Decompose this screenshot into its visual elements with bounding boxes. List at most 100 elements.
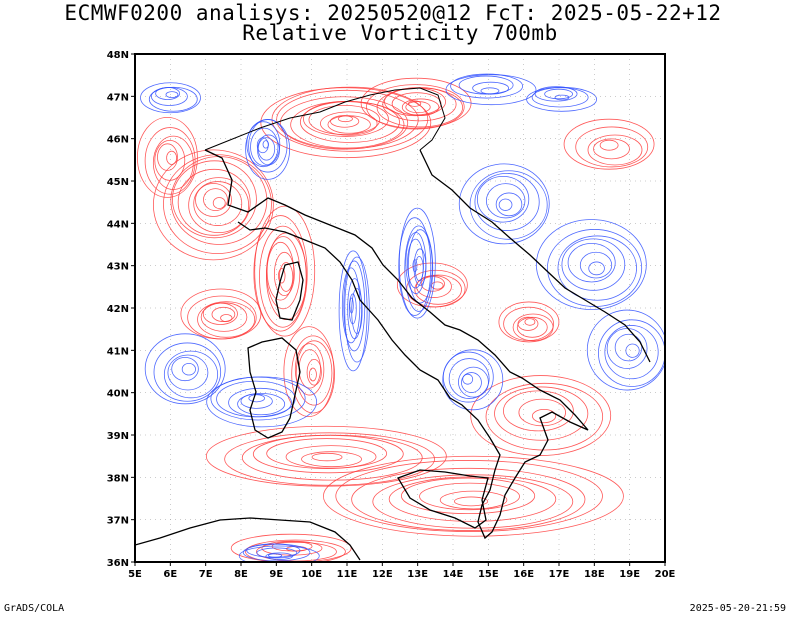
vorticity-contour — [295, 340, 333, 406]
vorticity-contour — [136, 117, 198, 198]
vorticity-contour — [407, 238, 424, 289]
alps-border — [204, 87, 446, 151]
vorticity-contour — [157, 143, 178, 171]
vorticity-contour — [524, 318, 536, 326]
vorticity-contour — [153, 342, 222, 402]
vorticity-contour — [526, 86, 598, 112]
vorticity-contour — [163, 154, 272, 255]
vorticity-contour — [458, 75, 514, 95]
vorticity-contour — [485, 183, 526, 219]
vorticity-contour — [254, 205, 316, 337]
vorticity-contour — [230, 533, 352, 562]
vorticity-contour — [516, 316, 548, 338]
vorticity-contour — [246, 121, 281, 168]
vorticity-contour — [248, 394, 265, 403]
vorticity-contour — [400, 477, 536, 515]
vorticity-contour — [445, 74, 537, 106]
vorticity-contour — [351, 467, 586, 531]
vorticity-contour — [448, 358, 490, 399]
north-africa-coastline — [135, 517, 361, 561]
vorticity-contour — [534, 86, 578, 102]
lat-tick-label: 48N — [107, 50, 129, 61]
sardinia-coastline — [247, 337, 301, 439]
vorticity-contour — [462, 373, 474, 385]
vorticity-contour — [308, 104, 381, 135]
vorticity-contour — [366, 84, 465, 130]
vorticity-contour — [495, 192, 523, 217]
vorticity-contour — [404, 225, 434, 312]
vorticity-contour — [181, 362, 196, 376]
vorticity-contour — [266, 241, 295, 301]
vorticity-contour — [276, 89, 419, 150]
vorticity-contour — [388, 476, 557, 522]
vorticity-contour — [575, 126, 649, 168]
lon-tick-label: 15E — [478, 569, 499, 580]
lat-tick-label: 37N — [107, 516, 129, 527]
lat-tick-label: 38N — [107, 473, 129, 484]
vorticity-contour — [599, 139, 619, 151]
corsica-coastline — [275, 261, 304, 321]
vorticity-contour — [195, 183, 232, 217]
lon-tick-label: 20E — [655, 569, 676, 580]
vorticity-contour — [593, 138, 630, 160]
vorticity-contour — [476, 175, 530, 223]
vorticity-contour — [563, 118, 655, 170]
vorticity-contour — [245, 118, 291, 180]
vorticity-contour — [502, 390, 574, 432]
vorticity-contour — [587, 134, 643, 166]
vorticity-contour — [498, 198, 513, 211]
vorticity-contour — [469, 170, 548, 240]
vorticity-contour — [494, 386, 589, 441]
vorticity-contour — [453, 496, 489, 507]
lat-tick-label: 42N — [107, 304, 129, 315]
vorticity-contour — [561, 238, 626, 291]
lat-tick-label: 40N — [107, 389, 129, 400]
lon-tick-label: 13E — [407, 569, 428, 580]
vorticity-contour — [152, 135, 194, 190]
vorticity-contour — [257, 137, 276, 161]
vorticity-contour — [273, 251, 295, 297]
lat-tick-label: 43N — [107, 262, 129, 273]
lon-tick-label: 6E — [163, 569, 177, 580]
vorticity-contour — [237, 392, 286, 416]
lat-tick-label: 47N — [107, 92, 129, 103]
vorticity-contour — [557, 235, 637, 301]
vorticity-contour — [165, 91, 179, 99]
vorticity-contour — [301, 451, 362, 468]
vorticity-contour — [211, 306, 236, 322]
vorticity-contour — [458, 366, 489, 398]
vorticity-contour — [588, 261, 605, 276]
vorticity-contour — [256, 547, 298, 559]
vorticity-contour — [412, 259, 418, 273]
vorticity-contour — [241, 434, 423, 481]
vorticity-contour — [238, 545, 320, 562]
vorticity-contour — [414, 274, 462, 305]
lon-tick-label: 18E — [584, 569, 605, 580]
vorticity-contour — [531, 87, 589, 108]
vorticity-contour — [283, 326, 335, 418]
lat-tick-label: 39N — [107, 431, 129, 442]
vorticity-contour — [308, 367, 317, 382]
vorticity-contour — [140, 82, 201, 114]
vorticity-contour — [148, 86, 198, 112]
vorticity-contour — [544, 88, 574, 100]
lon-tick-label: 19E — [619, 569, 640, 580]
vorticity-contour — [323, 455, 624, 537]
vorticity-contour — [320, 111, 378, 136]
vorticity-contour — [291, 335, 335, 414]
vorticity-contour — [474, 173, 540, 231]
vorticity-contour — [205, 425, 447, 487]
map-subtitle: Relative Vorticity 700mb — [242, 21, 558, 45]
vorticity-contour — [405, 101, 431, 114]
vorticity-contour — [579, 251, 613, 279]
vorticity-contour — [253, 215, 308, 332]
vorticity-contour — [398, 207, 436, 319]
lon-tick-label: 5E — [128, 569, 142, 580]
vorticity-contour — [240, 393, 273, 409]
vorticity-contour — [503, 306, 554, 341]
italy-coastline — [204, 149, 589, 540]
vorticity-contour — [266, 438, 388, 469]
vorticity-contour — [470, 375, 612, 456]
lon-tick-label: 17E — [549, 569, 570, 580]
